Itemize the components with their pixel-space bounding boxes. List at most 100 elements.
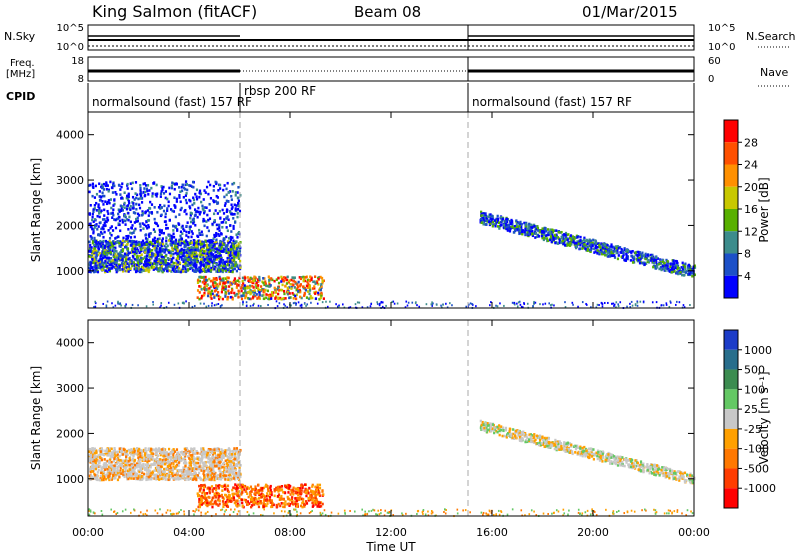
range-cell — [667, 267, 670, 271]
range-cell — [189, 225, 192, 228]
range-cell — [119, 193, 122, 196]
range-cell — [650, 255, 653, 259]
range-cell — [195, 255, 198, 258]
range-cell — [261, 288, 264, 291]
range-cell — [280, 280, 283, 283]
range-cell — [125, 459, 128, 462]
range-cell — [213, 247, 216, 250]
range-cell — [600, 252, 604, 256]
range-cell — [614, 249, 617, 253]
range-cell — [103, 475, 106, 478]
range-cell — [200, 296, 203, 300]
range-cell — [92, 228, 95, 231]
range-cell — [215, 461, 218, 465]
range-cell — [241, 279, 244, 283]
range-cell — [304, 276, 307, 279]
range-cell — [485, 216, 488, 220]
range-cell — [170, 270, 173, 273]
range-cell — [538, 229, 541, 233]
range-cell — [231, 190, 234, 193]
range-cell — [133, 221, 136, 224]
range-cell — [184, 194, 188, 197]
range-cell — [166, 459, 170, 463]
range-cell — [146, 189, 149, 193]
range-cell — [132, 202, 135, 205]
range-cell — [575, 242, 578, 245]
range-cell — [668, 305, 671, 308]
range-cell — [435, 303, 438, 306]
range-cell — [553, 304, 555, 307]
range-cell — [213, 464, 217, 468]
range-cell — [268, 294, 271, 298]
range-cell — [140, 248, 143, 251]
range-cell — [218, 275, 221, 279]
range-cell — [138, 259, 141, 262]
range-cell — [229, 224, 232, 227]
range-cell — [271, 294, 274, 297]
range-cell — [189, 267, 192, 271]
range-cell — [174, 251, 177, 255]
range-cell — [133, 467, 137, 470]
range-cell — [155, 258, 158, 262]
range-cell — [88, 455, 91, 458]
range-cell — [212, 240, 215, 244]
range-cell — [136, 219, 139, 223]
range-cell — [314, 282, 317, 285]
range-cell — [586, 245, 589, 249]
range-cell — [164, 254, 167, 258]
range-cell — [133, 198, 136, 201]
range-cell — [199, 275, 202, 279]
range-cell — [153, 241, 157, 245]
range-cell — [113, 262, 116, 266]
range-cell — [206, 451, 210, 454]
range-cell — [223, 184, 226, 187]
range-cell — [685, 269, 688, 273]
range-cell — [611, 254, 614, 258]
range-cell — [209, 268, 212, 272]
range-cell — [111, 211, 114, 215]
range-cell — [548, 238, 552, 242]
range-cell — [488, 220, 491, 224]
range-cell — [195, 263, 198, 267]
range-cell — [175, 224, 178, 228]
range-cell — [104, 256, 107, 259]
range-cell — [96, 270, 100, 274]
range-cell — [180, 239, 183, 243]
range-cell — [206, 294, 210, 298]
range-cell — [183, 265, 186, 269]
range-cell — [595, 241, 598, 245]
range-cell — [292, 296, 295, 300]
range-cell — [177, 302, 180, 305]
range-cell — [213, 244, 216, 248]
range-cell — [218, 252, 221, 255]
range-cell — [107, 251, 110, 255]
range-cell — [617, 305, 620, 308]
range-cell — [594, 244, 597, 248]
range-cell — [203, 211, 206, 215]
range-cell — [163, 470, 166, 474]
range-cell — [167, 251, 170, 254]
range-cell — [132, 261, 135, 264]
range-cell — [311, 287, 314, 290]
range-cell — [103, 208, 106, 212]
range-cell — [102, 224, 105, 227]
range-cell — [667, 262, 670, 265]
range-cell — [175, 477, 179, 480]
range-cell — [117, 240, 120, 243]
range-cell — [561, 234, 564, 237]
range-cell — [243, 286, 246, 290]
range-cell — [601, 244, 604, 247]
range-cell — [136, 447, 139, 450]
range-cell — [127, 211, 130, 215]
range-cell — [227, 200, 230, 203]
range-cell — [122, 461, 125, 465]
range-cell — [170, 452, 173, 455]
range-cell — [583, 236, 586, 240]
range-cell — [579, 243, 582, 247]
range-cell — [219, 277, 222, 281]
range-cell — [174, 238, 178, 242]
range-cell — [235, 244, 238, 247]
range-cell — [230, 212, 233, 216]
range-cell — [215, 240, 218, 244]
range-cell — [596, 249, 599, 252]
